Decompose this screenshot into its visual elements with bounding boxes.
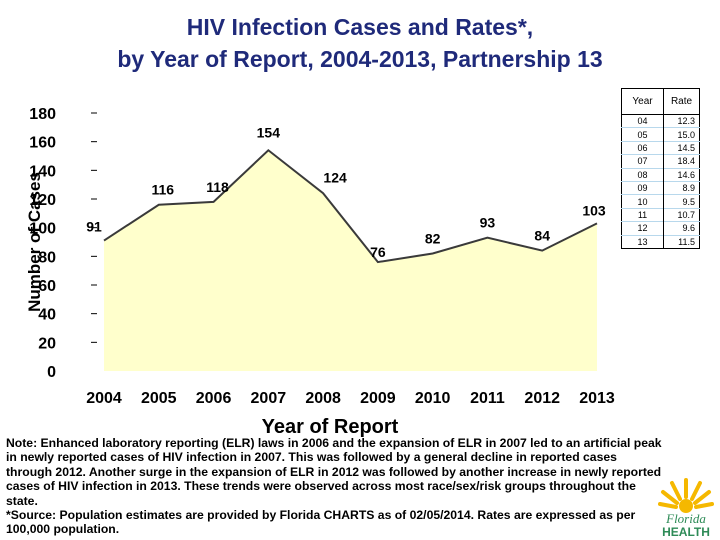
data-label: 93: [480, 215, 496, 231]
rate-table-row: 10 9.5: [621, 194, 700, 209]
rate-table-rate-cell: 9.6: [663, 221, 700, 236]
data-label: 103: [582, 202, 606, 218]
series-line: [103, 148, 598, 264]
rate-table-year-cell: 09: [621, 180, 664, 195]
y-tick-label: 0: [47, 364, 56, 381]
rate-table-year-cell: 06: [621, 140, 664, 155]
rate-table-year-cell: 10: [621, 194, 664, 209]
rate-table-rate-cell: 14.5: [663, 140, 700, 155]
sun-icon: [658, 478, 714, 513]
rate-table-rate-cell: 18.4: [663, 154, 700, 169]
rate-table-rate-cell: 8.9: [663, 180, 700, 195]
rate-table-row: 06 14.5: [621, 140, 700, 155]
rate-table-year-cell: 11: [621, 207, 664, 222]
rate-table-header-row: Year Rate: [621, 88, 700, 115]
footnote: Note: Enhanced laboratory reporting (ELR…: [6, 436, 666, 537]
rate-table-row: 09 8.9: [621, 180, 700, 195]
chart-title-line1: HIV Infection Cases and Rates*,: [186, 14, 534, 40]
data-label: 124: [323, 169, 347, 185]
y-tick-label: 20: [38, 335, 56, 352]
rate-table-year-cell: 05: [621, 127, 664, 142]
rate-table-year-cell: 12: [621, 221, 664, 236]
data-label: 154: [257, 124, 281, 140]
x-tick-label: 2009: [360, 390, 396, 407]
rate-table-year-cell: 07: [621, 154, 664, 169]
area-chart: 0 20 40 60 80 100 120 140 160 180 2004 2005 2006 2007…: [25, 106, 615, 438]
x-tick-label: 2007: [251, 390, 287, 407]
rate-table-year-cell: 08: [621, 167, 664, 182]
chart-title-line2: by Year of Report, 2004-2013, Partnershi…: [117, 46, 603, 72]
y-tick-label: 80: [38, 249, 56, 266]
y-tick-label: 180: [29, 106, 56, 123]
data-label: 118: [206, 179, 229, 195]
y-tick-label: 160: [29, 135, 56, 152]
rate-table-row: 08 14.6: [621, 167, 700, 182]
y-tick-label: 140: [29, 163, 56, 180]
data-label: 82: [425, 230, 441, 246]
rate-table-rate-cell: 14.6: [663, 167, 700, 182]
rate-table-rate-cell: 12.3: [663, 113, 700, 128]
rate-table-row: 04 12.3: [621, 113, 700, 128]
y-tick-label: 40: [38, 307, 56, 324]
x-tick-label: 2005: [141, 390, 177, 407]
rate-table-header-year: Year: [621, 88, 664, 115]
data-label: 76: [370, 244, 386, 260]
footnote-note: Note: Enhanced laboratory reporting (ELR…: [6, 436, 662, 508]
florida-health-logo: Florida HEALTH: [658, 478, 714, 538]
x-tick-label: 2008: [305, 390, 341, 407]
rate-table-row: 13 11.5: [621, 234, 700, 249]
rate-table-rate-cell: 11.5: [663, 234, 700, 249]
y-tick-label: 100: [29, 221, 56, 238]
data-label: 84: [534, 228, 550, 244]
rate-table-year-cell: 13: [621, 234, 664, 249]
rate-table-rate-cell: 10.7: [663, 207, 700, 222]
rate-table-rate-cell: 9.5: [663, 194, 700, 209]
rate-table-row: 11 10.7: [621, 207, 700, 222]
logo-word-florida: Florida: [665, 511, 706, 526]
rate-table-row: 07 18.4: [621, 154, 700, 169]
x-tick-label: 2006: [196, 390, 232, 407]
rate-table-header-rate: Rate: [663, 88, 700, 115]
rate-table-row: 12 9.6: [621, 221, 700, 236]
x-tick-label: 2012: [524, 390, 560, 407]
rate-table-year-cell: 04: [621, 113, 664, 128]
x-tick-label: 2010: [415, 390, 451, 407]
data-label: 116: [151, 182, 174, 198]
y-tick-label: 120: [29, 192, 56, 209]
rate-table: Year Rate 04 12.3 05 15.0 06 14.5 07 18.4 08 14.6…: [621, 88, 700, 249]
x-tick-label: 2013: [579, 390, 615, 407]
rate-table-row: 05 15.0: [621, 127, 700, 142]
x-tick-label: 2011: [470, 390, 505, 407]
footnote-source: *Source: Population estimates are provid…: [6, 508, 636, 537]
rate-table-rate-cell: 15.0: [663, 127, 700, 142]
x-axis-title: Year of Report: [262, 416, 399, 438]
data-label: 91: [86, 219, 102, 235]
x-tick-label: 2004: [86, 390, 122, 407]
logo-word-health: HEALTH: [662, 525, 710, 538]
y-tick-label: 60: [38, 278, 56, 295]
area-fill: [104, 150, 597, 371]
y-axis-title: Number of Cases: [25, 172, 44, 312]
